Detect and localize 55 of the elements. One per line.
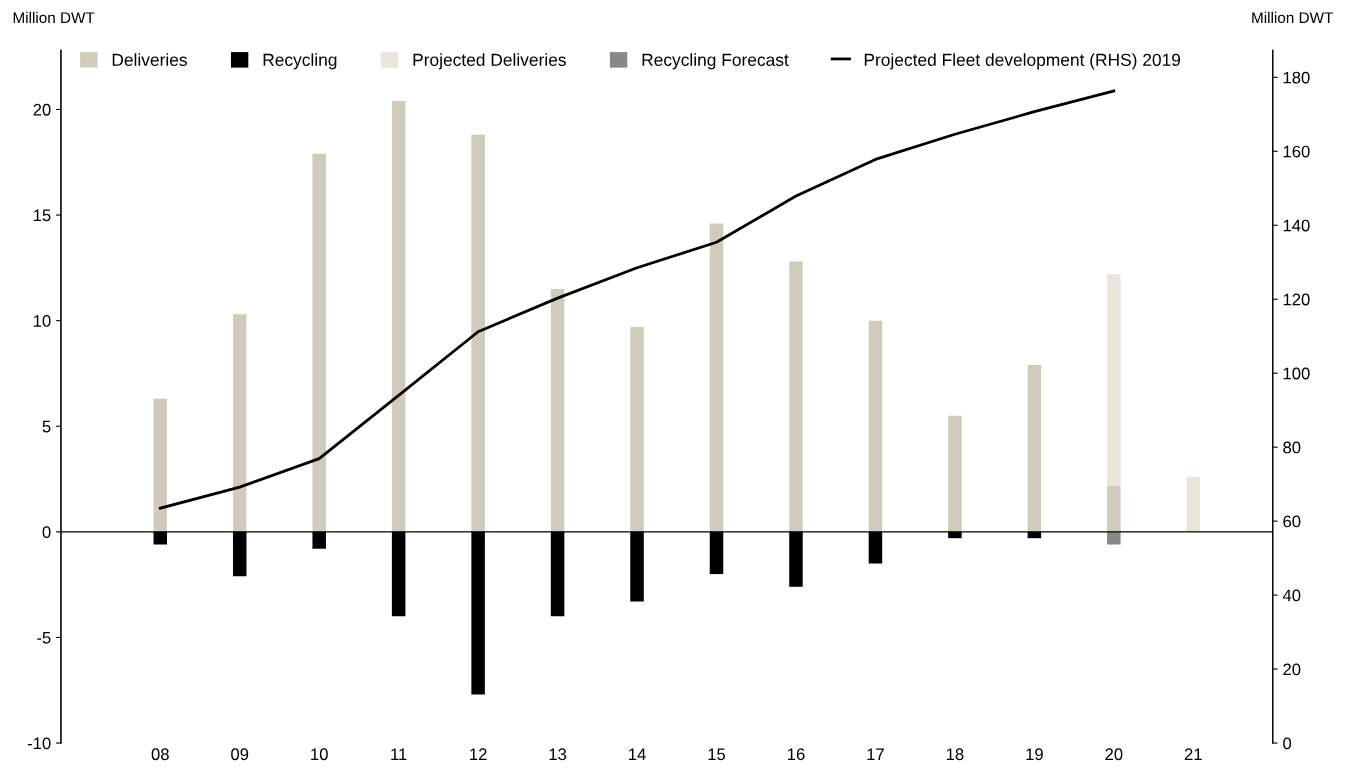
y2-tick-label: 60 (1283, 515, 1301, 528)
x-tick-label: 09 (231, 748, 249, 761)
y-tick-label: 5 (42, 420, 51, 433)
bar (709, 223, 724, 532)
x-tick-label: 21 (1184, 748, 1202, 760)
bar (312, 153, 326, 532)
legend-label: Projected Deliveries (413, 53, 566, 70)
bar (868, 320, 883, 532)
bar (948, 415, 962, 532)
y2-tick-label: 100 (1283, 367, 1310, 380)
bar (550, 288, 565, 532)
x-tick-label: 16 (787, 748, 805, 761)
x-tick-label: 18 (946, 748, 964, 761)
x-tick-label: 14 (629, 748, 646, 760)
legend-label: Recycling (263, 53, 337, 70)
y2-tick-label: 120 (1283, 293, 1310, 306)
x-tick-label: 17 (867, 748, 884, 760)
bar (1027, 365, 1042, 532)
y-tick-label: -10 (27, 737, 51, 750)
y-axis-title: Million DWT (13, 11, 95, 24)
y-tick-label: 10 (33, 315, 51, 327)
x-tick-label: 11 (391, 748, 407, 760)
x-tick-label: 13 (549, 748, 567, 761)
x-tick-label: 08 (151, 748, 169, 761)
bar (1186, 476, 1201, 532)
bar (232, 314, 247, 532)
bar (1107, 485, 1121, 532)
y-tick-label: 0 (42, 526, 51, 539)
y2-tick-label: 0 (1283, 737, 1292, 750)
bar (1107, 274, 1121, 486)
y-tick-label: 20 (33, 103, 51, 116)
bar (391, 101, 406, 532)
legend-label: Projected Fleet development (RHS) 2019 (864, 53, 1181, 70)
bar (153, 398, 168, 532)
y2-tick-label: 160 (1283, 145, 1310, 158)
x-tick-label: 10 (311, 748, 328, 761)
x-tick-label: 19 (1026, 748, 1043, 761)
y2-tick-label: 40 (1282, 589, 1301, 602)
y-tick-label: -5 (37, 632, 51, 644)
y-tick-label: 15 (33, 209, 51, 222)
y2-axis-title: Million DWT (1252, 11, 1333, 24)
x-tick-label: 20 (1105, 748, 1123, 761)
legend-label: Recycling Forecast (642, 53, 789, 70)
legend-label: Deliveries (112, 53, 187, 66)
bar (471, 134, 485, 532)
bar (630, 326, 644, 532)
bar (789, 261, 803, 532)
y2-tick-label: 180 (1283, 71, 1310, 84)
bar (1107, 531, 1121, 545)
x-tick-label: 12 (470, 748, 487, 760)
y2-tick-label: 20 (1283, 663, 1301, 676)
y2-tick-label: 140 (1283, 219, 1310, 232)
y2-tick-label: 80 (1283, 441, 1301, 454)
line-series (158, 89, 1116, 510)
x-tick-label: 15 (708, 748, 726, 761)
